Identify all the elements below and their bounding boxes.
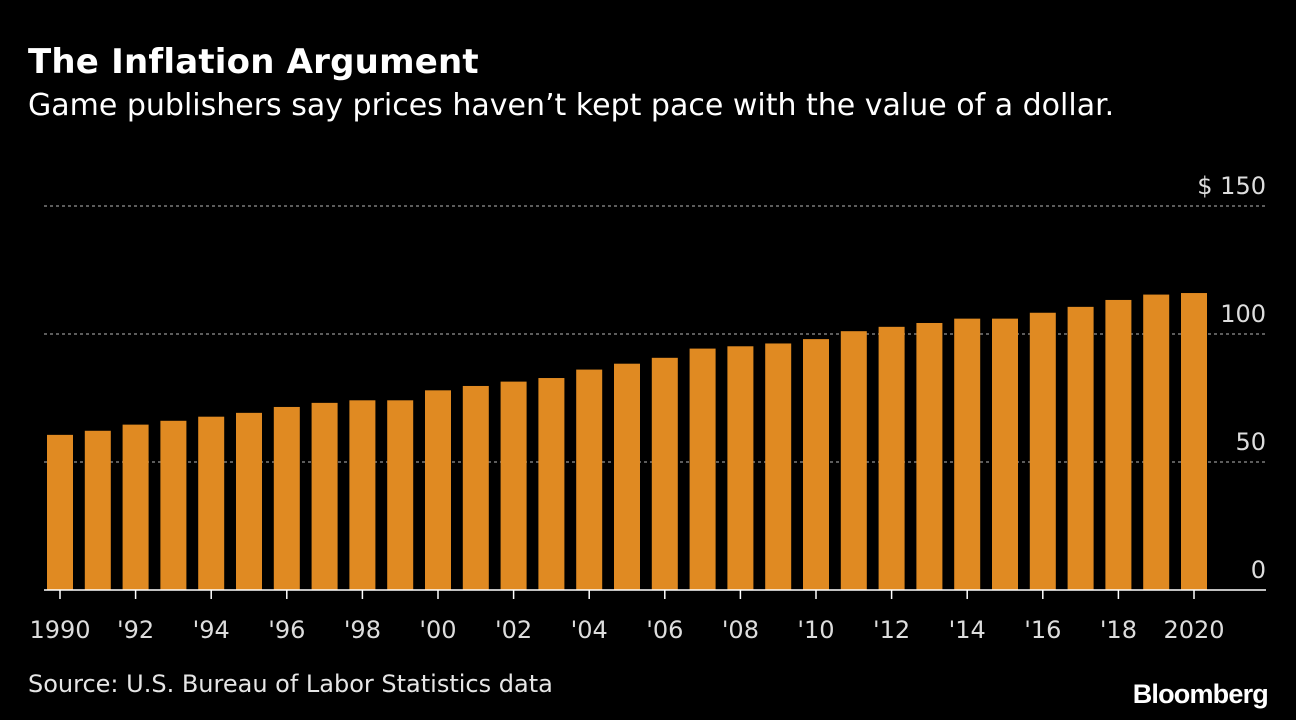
- x-tick-label: '10: [797, 616, 834, 644]
- bar: [614, 363, 640, 590]
- bar: [387, 400, 414, 590]
- x-tick-label: '00: [419, 616, 456, 644]
- chart-subtitle: Game publishers say prices haven’t kept …: [28, 88, 1115, 123]
- x-tick-label: '12: [873, 616, 910, 644]
- bar: [198, 416, 225, 590]
- source-note: Source: U.S. Bureau of Labor Statistics …: [28, 670, 553, 698]
- bar: [1181, 293, 1207, 590]
- bar: [425, 390, 451, 590]
- y-tick-label: 0: [1251, 556, 1266, 584]
- x-tick-label: '08: [722, 616, 759, 644]
- bar: [500, 381, 527, 590]
- bar: [727, 346, 754, 590]
- y-tick-label: $ 150: [1197, 172, 1266, 200]
- bar: [311, 402, 338, 590]
- bar: [1143, 294, 1170, 590]
- x-tick-label: '14: [949, 616, 986, 644]
- bar: [916, 322, 943, 590]
- bar: [765, 343, 792, 590]
- bar: [236, 412, 262, 590]
- bar: [273, 406, 300, 590]
- bar: [689, 348, 716, 590]
- x-tick-label: '16: [1024, 616, 1061, 644]
- y-tick-label: 100: [1220, 300, 1266, 328]
- x-tick-label: '06: [646, 616, 683, 644]
- bar: [160, 420, 187, 590]
- bar: [878, 326, 905, 590]
- bar: [840, 331, 867, 590]
- bars: [47, 293, 1207, 590]
- bar: [538, 378, 565, 590]
- x-axis: [44, 589, 1266, 599]
- x-tick-label: 1990: [29, 616, 90, 644]
- bar: [576, 369, 603, 590]
- bloomberg-logo: Bloomberg: [1132, 679, 1269, 709]
- bar: [47, 434, 73, 590]
- x-tick-label: '94: [193, 616, 230, 644]
- x-tick-label: '96: [268, 616, 305, 644]
- y-axis-labels: 0 50 100 $ 150: [1197, 172, 1266, 584]
- x-tick-label: '02: [495, 616, 532, 644]
- bar: [992, 318, 1018, 590]
- bar: [651, 357, 678, 590]
- bar: [1067, 306, 1094, 590]
- x-tick-label: '92: [117, 616, 154, 644]
- y-tick-label: 50: [1235, 428, 1266, 456]
- bar: [1105, 299, 1132, 590]
- x-tick-label: '04: [571, 616, 608, 644]
- bar: [954, 318, 981, 590]
- bar: [462, 385, 489, 590]
- x-tick-label: 2020: [1163, 616, 1224, 644]
- bar: [1029, 312, 1056, 590]
- bar: [349, 400, 376, 590]
- bar-chart: 0 50 100 $ 150 1990 '92 '94 '96 '98 '00 '02 '04 '06…: [29, 172, 1266, 644]
- x-tick-label: '18: [1100, 616, 1137, 644]
- x-tick-label: '98: [344, 616, 381, 644]
- bar: [84, 430, 111, 590]
- x-axis-labels: 1990 '92 '94 '96 '98 '00 '02 '04 '06 '08 '10 '12 '14…: [29, 616, 1224, 644]
- bar: [803, 339, 829, 590]
- bar: [122, 424, 149, 590]
- chart-title: The Inflation Argument: [28, 42, 479, 82]
